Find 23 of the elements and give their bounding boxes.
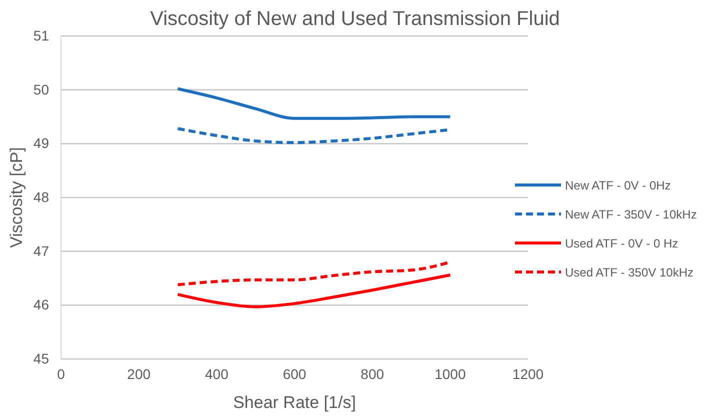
legend-label: Used ATF - 0V - 0 Hz bbox=[565, 236, 678, 250]
x-tick-label: 1000 bbox=[434, 366, 466, 382]
x-axis-title: Shear Rate [1/s] bbox=[233, 393, 356, 412]
line-series bbox=[176, 87, 452, 120]
x-tick-label: 200 bbox=[127, 366, 151, 382]
y-tick-label: 51 bbox=[33, 27, 50, 44]
y-tick-label: 49 bbox=[33, 135, 50, 152]
x-tick-label: 400 bbox=[204, 366, 229, 382]
y-tick-label: 47 bbox=[33, 242, 50, 259]
y-tick-label: 48 bbox=[33, 188, 50, 205]
legend-label: New ATF - 350V - 10kHz bbox=[565, 208, 697, 222]
legend-label: Used ATF - 350V 10kHz bbox=[565, 266, 694, 280]
y-tick-label: 50 bbox=[33, 81, 50, 98]
x-tick-label: 600 bbox=[282, 366, 306, 382]
x-tick-label: 0 bbox=[57, 366, 66, 382]
x-tick-label: 1200 bbox=[512, 366, 544, 382]
y-axis-title: Viscosity [cP] bbox=[7, 147, 26, 248]
legend-label: New ATF - 0V - 0Hz bbox=[565, 178, 671, 192]
line-series bbox=[176, 274, 452, 308]
y-tick-label: 45 bbox=[33, 350, 50, 366]
y-tick-label: 46 bbox=[33, 296, 50, 313]
chart-title: Viscosity of New and Used Transmission Fluid bbox=[150, 8, 560, 30]
x-tick-label: 800 bbox=[360, 366, 384, 382]
